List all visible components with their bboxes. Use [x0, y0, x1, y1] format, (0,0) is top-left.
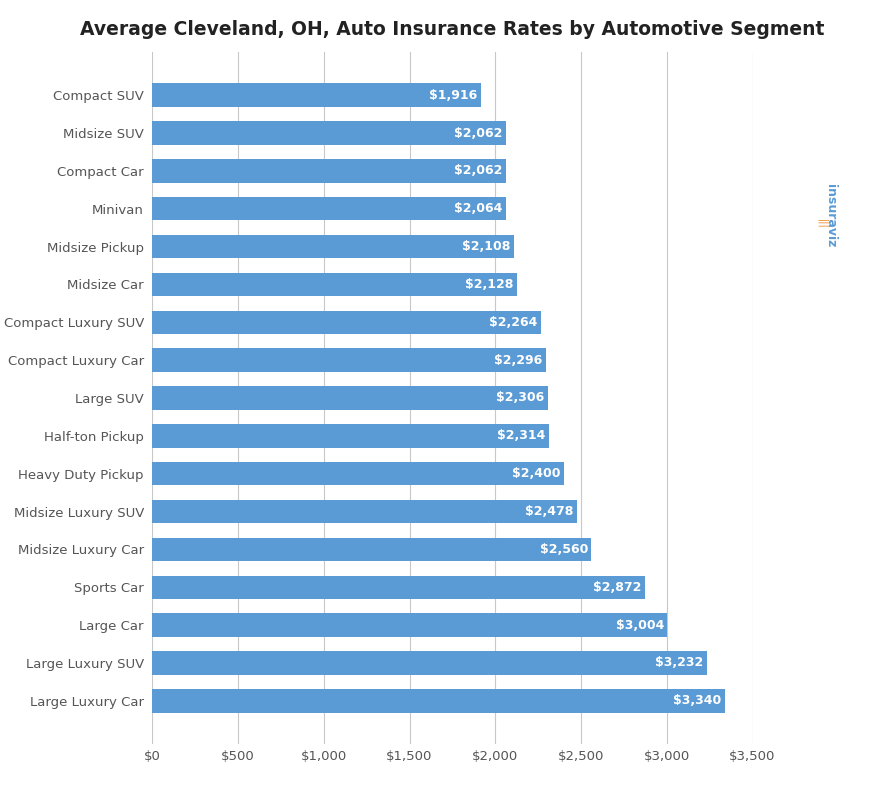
Text: $2,560: $2,560 [539, 543, 587, 556]
Bar [152, 614, 667, 637]
Bar [152, 538, 591, 561]
Bar [152, 159, 506, 182]
Text: $2,264: $2,264 [488, 316, 536, 329]
Bar [152, 462, 563, 486]
Text: $3,232: $3,232 [654, 657, 702, 670]
Bar [152, 424, 548, 447]
Text: $3,340: $3,340 [673, 694, 721, 707]
Bar [152, 386, 547, 410]
Bar [152, 651, 706, 674]
Text: $2,062: $2,062 [454, 126, 502, 139]
Bar [152, 500, 577, 523]
Text: $2,064: $2,064 [454, 202, 502, 215]
Bar [152, 122, 506, 145]
Text: $2,872: $2,872 [593, 581, 640, 594]
Bar [152, 349, 546, 372]
Bar [152, 310, 540, 334]
Text: $1,916: $1,916 [428, 89, 477, 102]
Text: $2,478: $2,478 [525, 505, 574, 518]
Text: $2,128: $2,128 [465, 278, 514, 291]
Text: $2,062: $2,062 [454, 164, 502, 178]
Text: $2,400: $2,400 [511, 467, 560, 480]
Text: $2,296: $2,296 [494, 354, 542, 366]
Bar [152, 575, 644, 599]
Title: Average Cleveland, OH, Auto Insurance Rates by Automotive Segment: Average Cleveland, OH, Auto Insurance Ra… [80, 20, 824, 39]
Text: $3,004: $3,004 [615, 618, 663, 632]
Text: $2,306: $2,306 [495, 391, 544, 405]
Text: insuraviz: insuraviz [824, 184, 836, 247]
Bar [152, 273, 517, 296]
Text: $2,108: $2,108 [461, 240, 510, 253]
Bar [152, 689, 724, 713]
Bar [152, 83, 481, 107]
Bar [152, 197, 506, 221]
Bar [152, 235, 514, 258]
Text: |||: ||| [816, 219, 826, 229]
Text: $2,314: $2,314 [497, 430, 545, 442]
